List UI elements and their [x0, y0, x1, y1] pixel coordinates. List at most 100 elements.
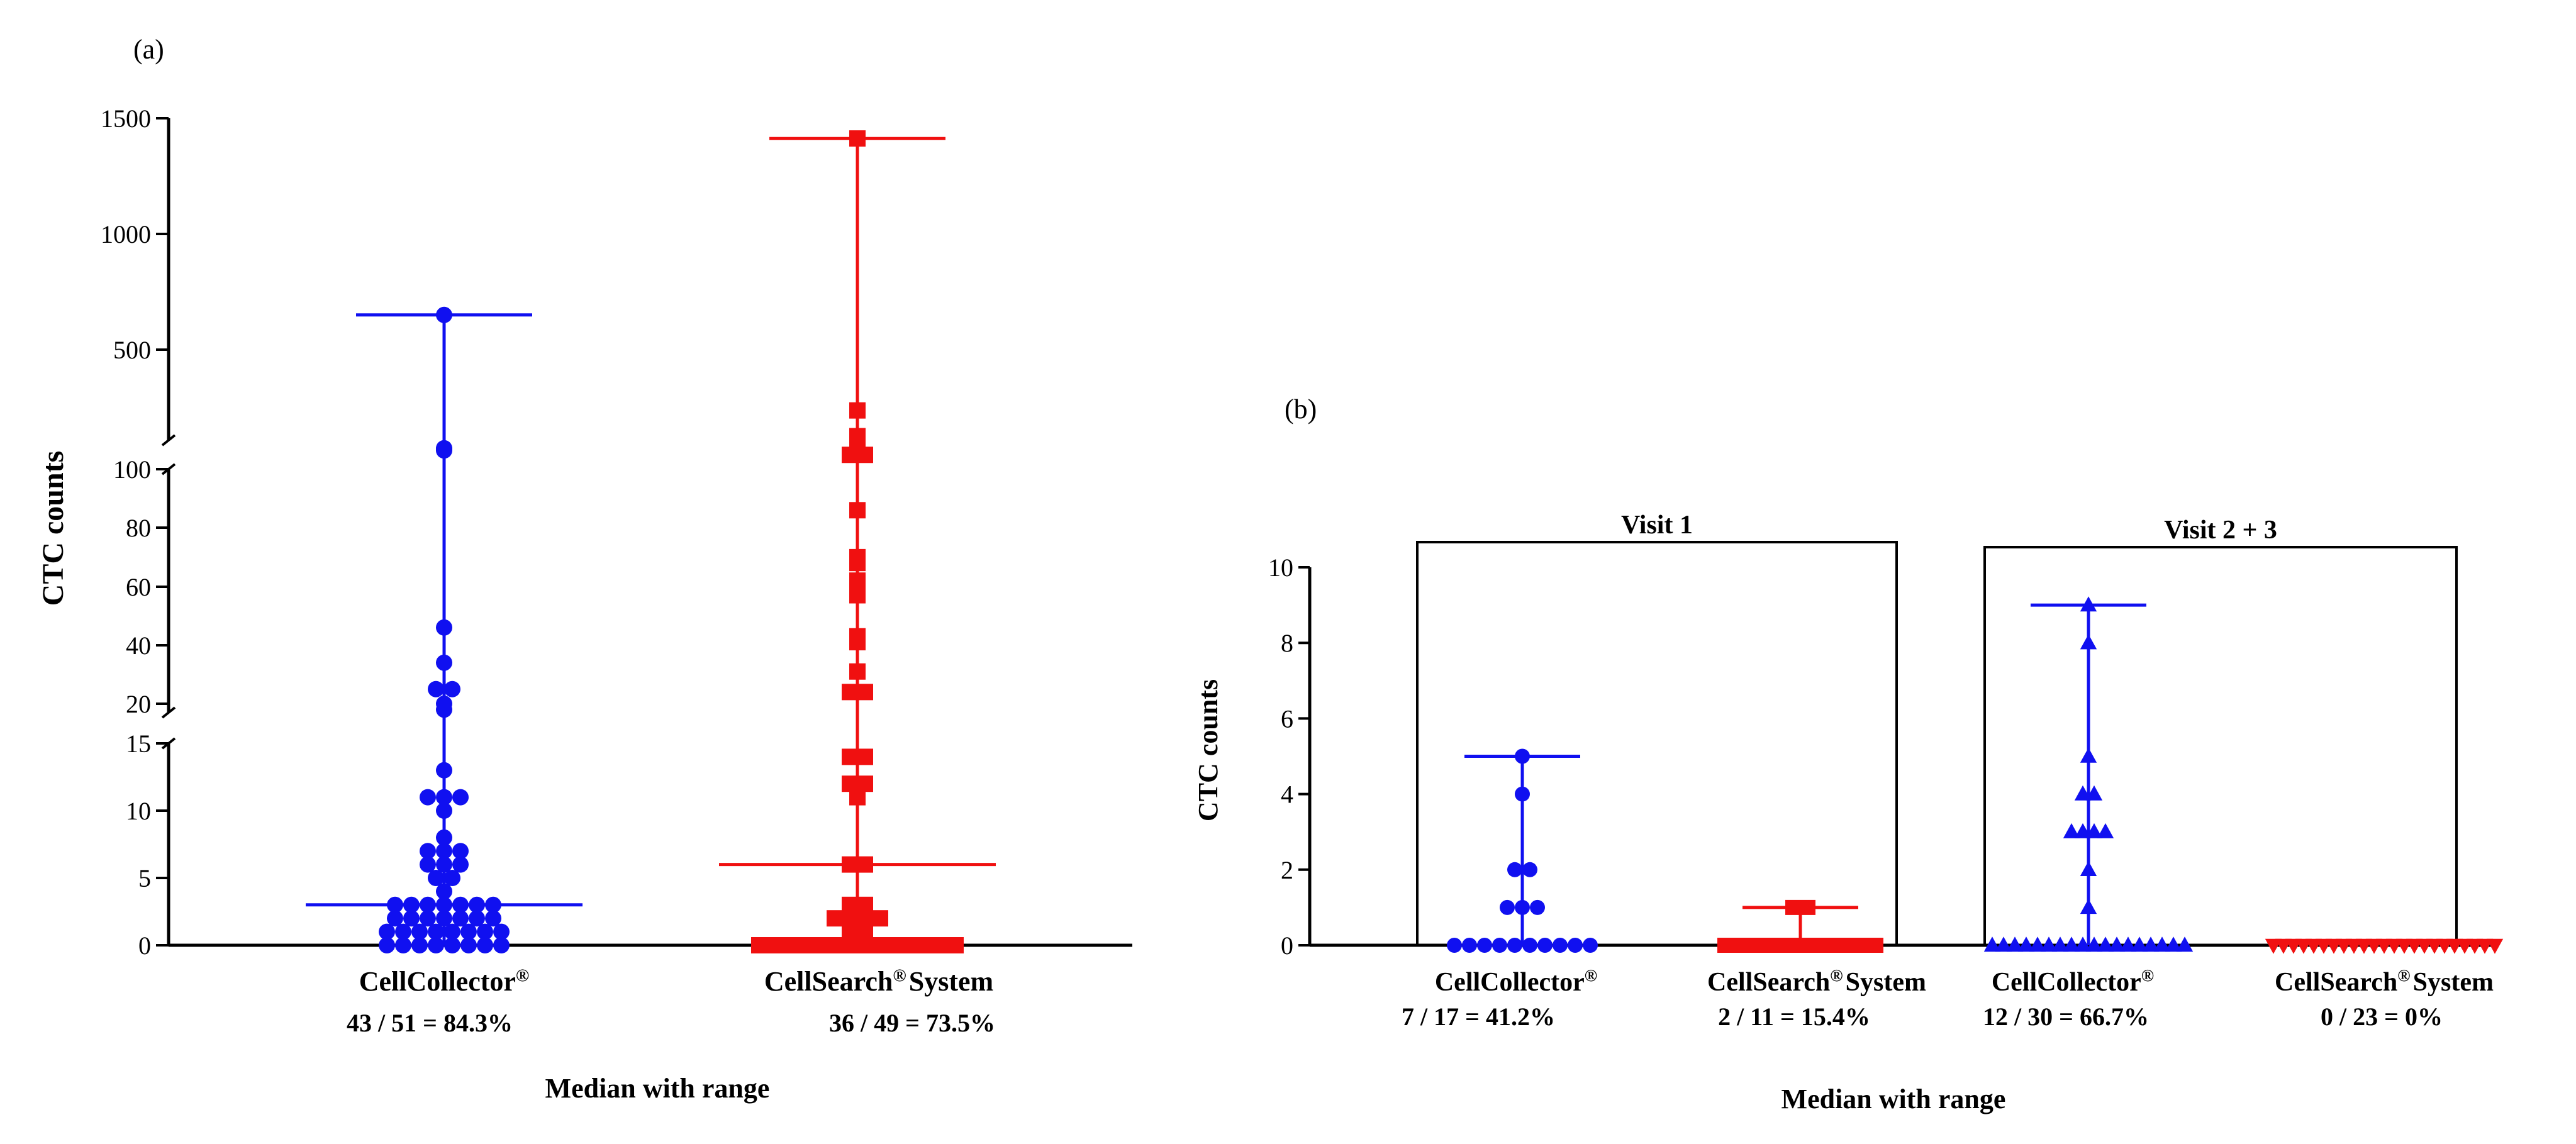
- data-point: [436, 829, 452, 846]
- panel-a-data: [306, 130, 996, 953]
- panel-a-y-axis-label: CTC counts: [36, 451, 70, 606]
- data-point: [1507, 862, 1522, 877]
- data-point: [411, 937, 428, 953]
- axis-break-mark: [161, 706, 176, 719]
- data-point: [811, 937, 828, 953]
- data-point: [902, 937, 918, 953]
- data-point: [1793, 938, 1808, 953]
- data-point: [932, 937, 949, 953]
- data-point: [849, 663, 866, 680]
- data-point: [411, 923, 428, 940]
- data-point: [842, 896, 858, 913]
- data-point: [1492, 938, 1507, 953]
- visit-bracket: [1983, 546, 2458, 945]
- panel-b-visit-brackets: Visit 1 Visit 2 + 3: [1416, 511, 2458, 945]
- data-point: [872, 937, 888, 953]
- detection-rate-label: 7 / 17 = 41.2%: [1402, 1002, 1555, 1031]
- data-point: [436, 762, 452, 779]
- y-tick-label: 15: [126, 730, 151, 758]
- y-tick-label: 80: [126, 514, 151, 542]
- data-point: [827, 937, 843, 953]
- data-point: [766, 937, 783, 953]
- data-point: [420, 910, 436, 927]
- panel-a-category-labels: CellCollector® 43 / 51 = 84.3% CellSearch®…: [347, 966, 995, 1038]
- data-point: [2006, 936, 2024, 952]
- data-point: [452, 843, 469, 860]
- data-point: [849, 628, 866, 645]
- data-point: [477, 937, 493, 953]
- data-point: [420, 896, 436, 913]
- data-point: [387, 910, 403, 927]
- data-point: [379, 937, 395, 953]
- data-point: [1522, 938, 1537, 953]
- detection-rate-label: 12 / 30 = 66.7%: [1983, 1002, 2149, 1031]
- data-point: [2017, 936, 2035, 952]
- y-tick-label: 4: [1281, 780, 1293, 809]
- data-point: [857, 856, 873, 873]
- data-point: [1838, 938, 1853, 953]
- data-point: [849, 130, 866, 147]
- data-point: [436, 856, 452, 873]
- data-point: [460, 937, 477, 953]
- data-point: [2029, 936, 2046, 952]
- data-point: [2074, 936, 2092, 952]
- y-tick-label: 5: [138, 864, 151, 892]
- visit-label: Visit 2 + 3: [2164, 516, 2277, 545]
- y-tick-label: 20: [126, 690, 151, 718]
- data-point: [436, 789, 452, 806]
- data-point: [2085, 823, 2103, 838]
- data-point: [420, 843, 436, 860]
- data-point: [379, 923, 395, 940]
- data-point: [872, 910, 888, 927]
- data-point: [436, 802, 452, 819]
- data-point: [469, 910, 485, 927]
- detection-rate-label: 43 / 51 = 84.3%: [347, 1009, 513, 1037]
- data-point: [493, 937, 510, 953]
- data-point: [1522, 862, 1537, 877]
- data-point: [1868, 938, 1883, 953]
- data-point: [2486, 938, 2504, 954]
- data-point: [849, 548, 866, 565]
- data-point: [2074, 785, 2092, 801]
- data-point: [2097, 936, 2114, 952]
- data-point: [849, 572, 866, 589]
- data-point: [2131, 936, 2148, 952]
- data-point: [1717, 938, 1732, 953]
- panel-b-axes: 0 2 4 6 8 10: [1268, 553, 2491, 960]
- data-point: [1800, 899, 1815, 915]
- detection-rate-label: 0 / 23 = 0%: [2321, 1002, 2443, 1031]
- detection-rate-label: 36 / 49 = 73.5%: [829, 1009, 995, 1037]
- data-point: [1583, 938, 1598, 953]
- data-point: [444, 680, 460, 697]
- data-point: [428, 870, 444, 886]
- data-point: [849, 402, 866, 419]
- data-point: [1808, 938, 1823, 953]
- data-point: [387, 896, 403, 913]
- data-point: [436, 440, 452, 457]
- data-point: [1537, 938, 1553, 953]
- data-point: [849, 502, 866, 519]
- panel-b-category-labels: CellCollector® 7 / 17 = 41.2% CellSearch®S…: [1402, 966, 2494, 1031]
- data-point: [1530, 899, 1545, 915]
- visit-label: Visit 1: [1621, 511, 1693, 540]
- data-point: [2176, 936, 2194, 952]
- y-tick-label: 10: [1268, 553, 1293, 582]
- data-point: [887, 937, 903, 953]
- data-point: [428, 680, 444, 697]
- data-point: [485, 896, 501, 913]
- y-tick-label: 2: [1281, 856, 1293, 884]
- data-point: [917, 937, 934, 953]
- y-tick-label: 1500: [101, 104, 151, 133]
- data-point: [2040, 936, 2058, 952]
- data-point: [1500, 899, 1515, 915]
- data-point: [842, 775, 858, 792]
- data-point: [428, 923, 444, 940]
- data-point: [2153, 936, 2171, 952]
- category-label: CellCollector®: [1992, 966, 2154, 997]
- panel-a: (a) CTC counts Median with range 0 5 10 15 2…: [36, 34, 1132, 1104]
- data-point: [2063, 936, 2080, 952]
- data-point: [436, 843, 452, 860]
- data-point: [947, 937, 964, 953]
- data-point: [436, 696, 452, 713]
